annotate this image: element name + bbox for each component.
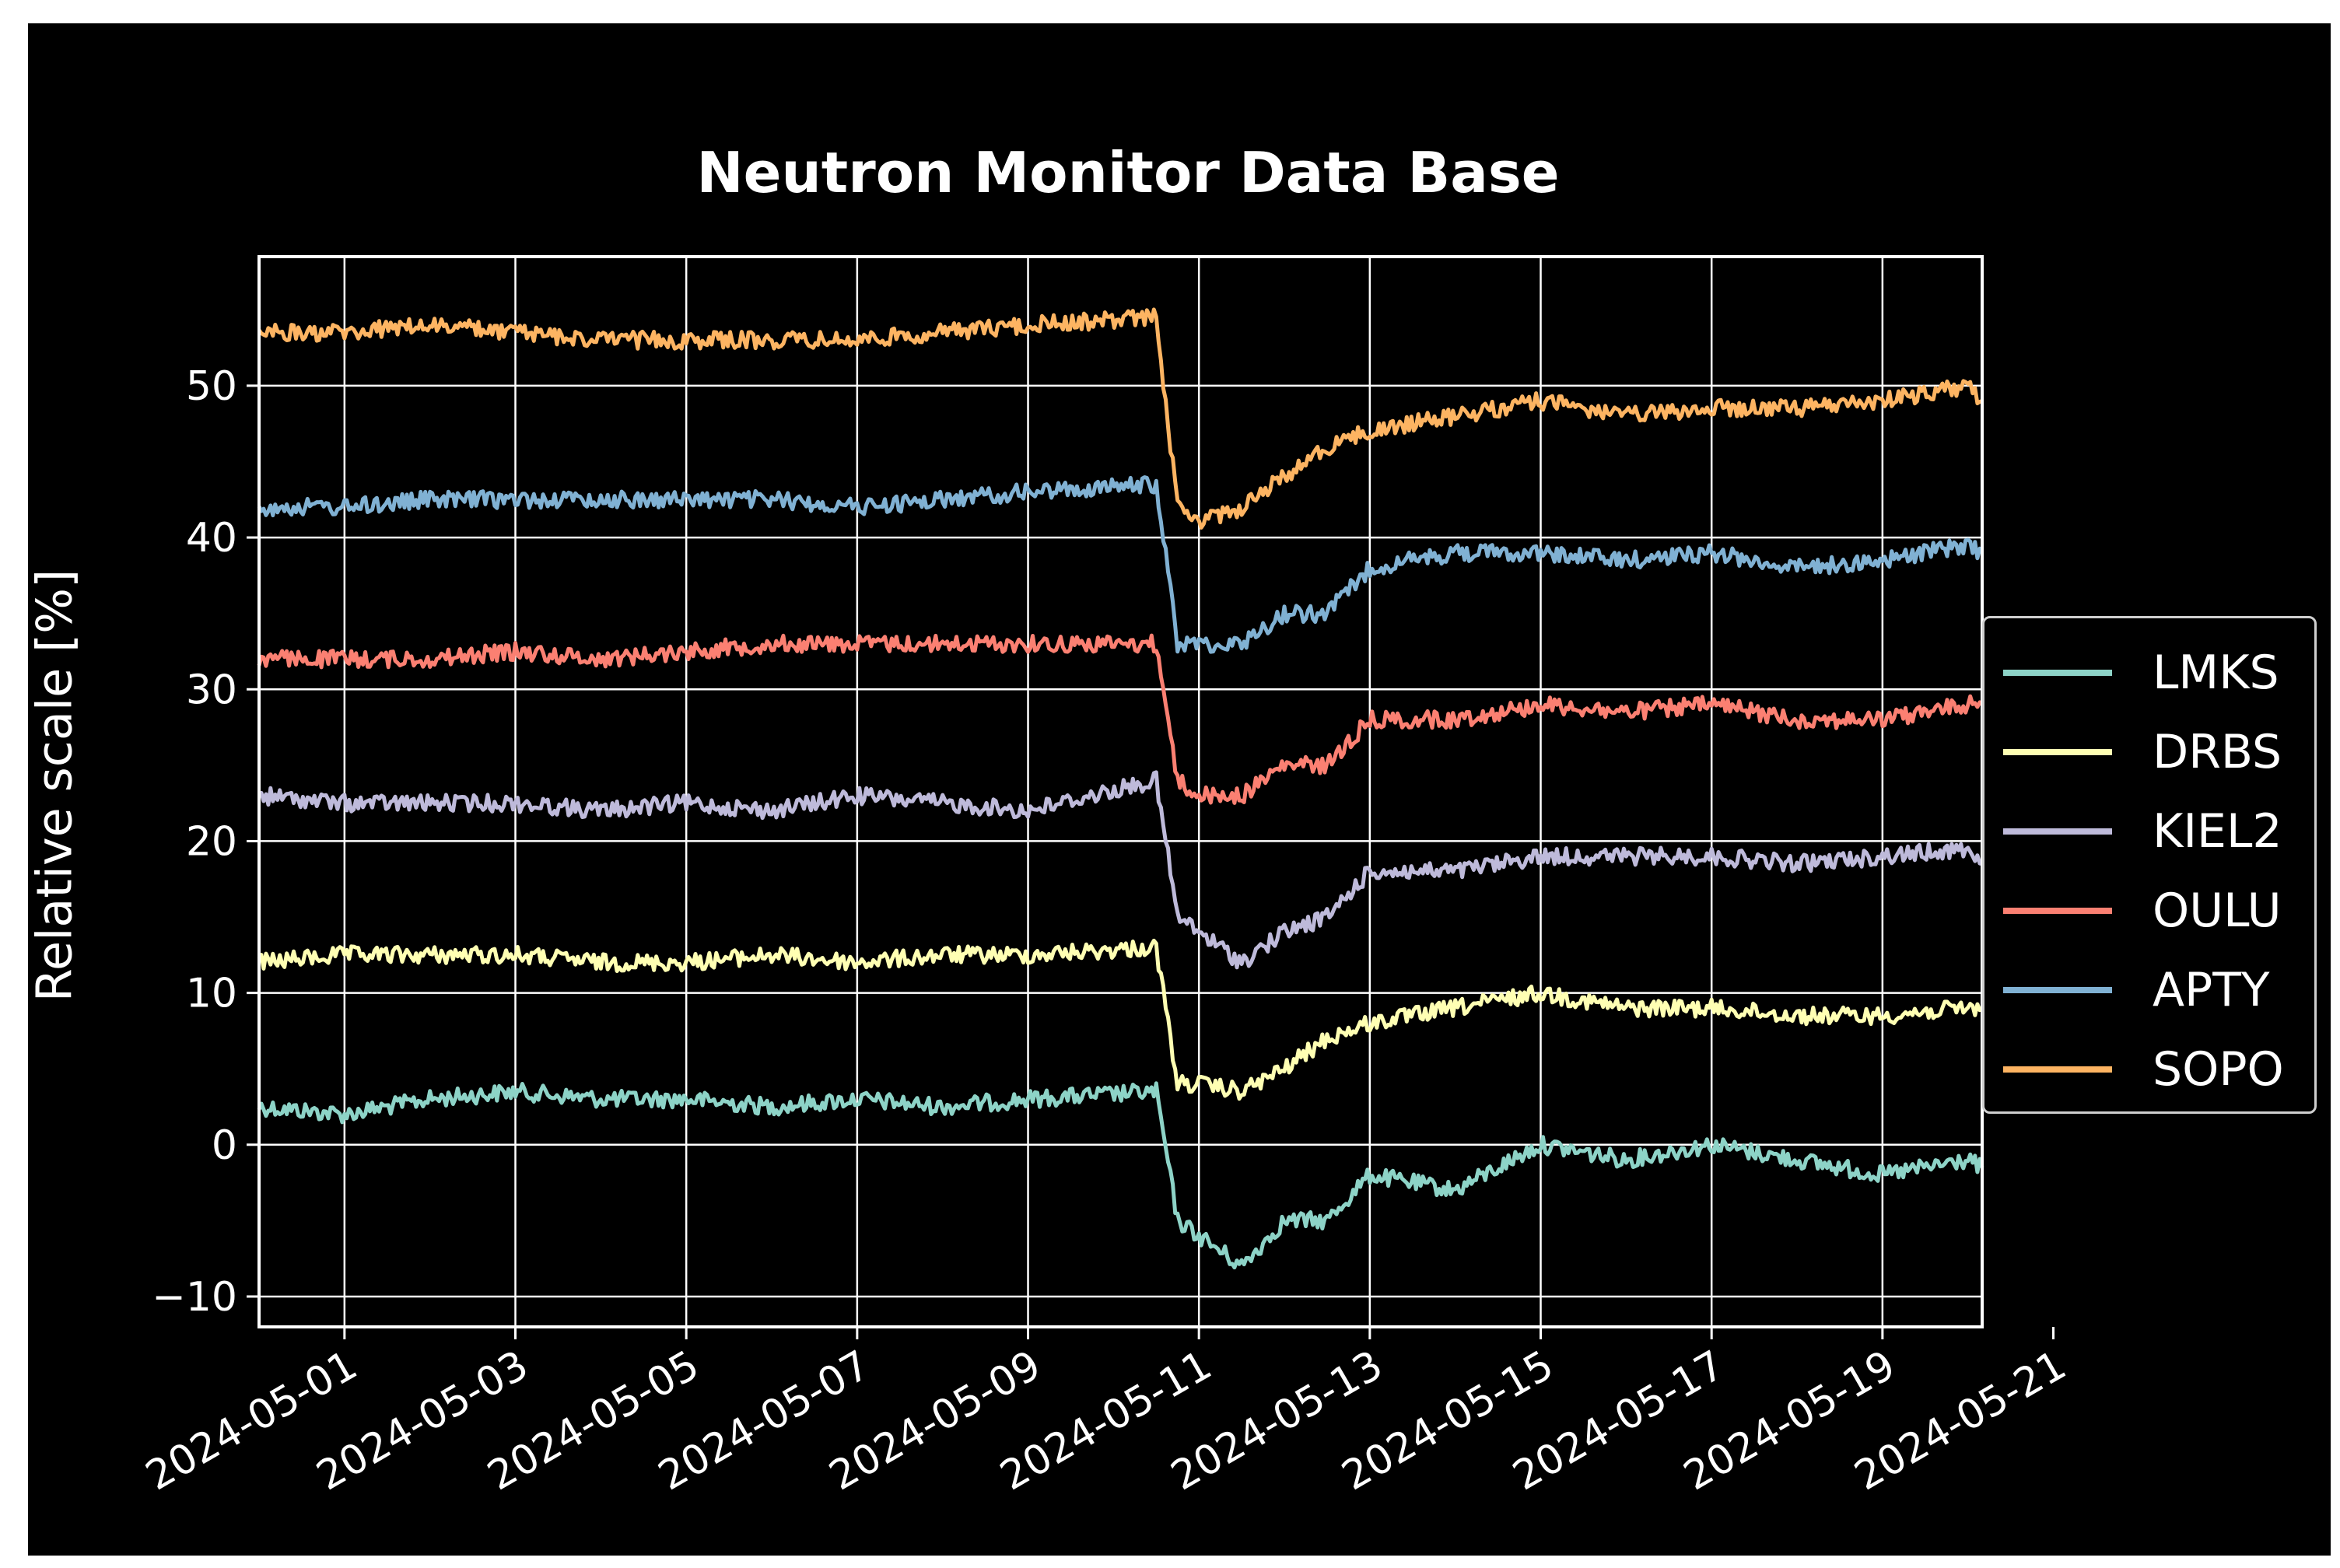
legend-swatch	[2003, 908, 2112, 914]
legend-item-oulu: OULU	[2003, 880, 2282, 942]
legend-swatch	[2003, 828, 2112, 835]
y-tick-label: 30	[186, 667, 237, 713]
legend-swatch	[2003, 1066, 2112, 1073]
legend: LMKS DRBS KIEL2 OULU APTY SOPO	[1982, 616, 2317, 1114]
y-tick-label: 0	[212, 1122, 237, 1169]
y-tick-label: 50	[186, 363, 237, 410]
legend-item-apty: APTY	[2003, 959, 2270, 1021]
series-line-oulu	[257, 633, 1984, 805]
legend-label: OULU	[2153, 884, 2282, 938]
series-line-sopo	[257, 307, 1983, 530]
series-line-drbs	[257, 938, 1984, 1101]
y-tick-label: −10	[152, 1274, 237, 1321]
legend-swatch	[2003, 670, 2112, 676]
legend-label: LMKS	[2153, 646, 2279, 700]
legend-swatch	[2003, 987, 2112, 993]
legend-item-sopo: SOPO	[2003, 1038, 2284, 1101]
series-line-lmks	[257, 1081, 1984, 1270]
y-tick-label: 10	[186, 971, 237, 1017]
legend-swatch	[2003, 749, 2112, 755]
series-line-kiel2	[257, 770, 1983, 970]
y-tick-label: 20	[186, 818, 237, 865]
legend-label: SOPO	[2153, 1042, 2284, 1097]
legend-item-kiel2: KIEL2	[2003, 800, 2282, 863]
legend-label: APTY	[2153, 963, 2270, 1017]
legend-label: KIEL2	[2153, 804, 2282, 859]
legend-item-lmks: LMKS	[2003, 642, 2279, 704]
y-tick-label: 40	[186, 515, 237, 562]
series-line-apty	[257, 475, 1984, 654]
chart-title: Neutron Monitor Data Base	[696, 140, 1560, 205]
legend-item-drbs: DRBS	[2003, 721, 2282, 783]
legend-label: DRBS	[2153, 725, 2282, 779]
